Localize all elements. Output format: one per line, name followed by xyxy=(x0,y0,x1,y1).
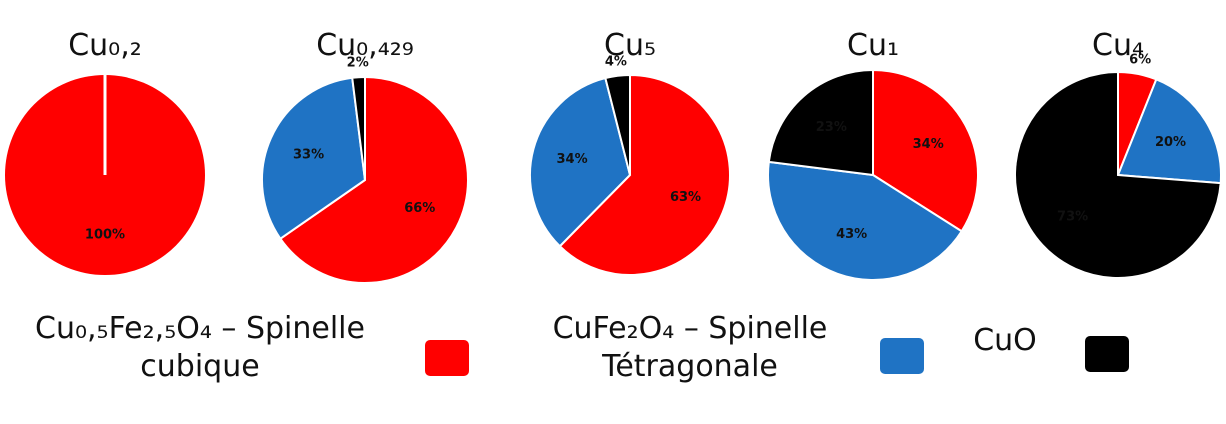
data-label: 34% xyxy=(913,137,944,152)
data-label: 73% xyxy=(1057,209,1088,224)
legend-swatch xyxy=(1085,336,1129,372)
data-label: 33% xyxy=(293,147,324,162)
pie-slice xyxy=(278,75,469,284)
pie-slice xyxy=(767,160,964,281)
pie-slice xyxy=(558,73,731,276)
data-label: 66% xyxy=(404,201,435,216)
legend-label: CuO xyxy=(973,323,1037,358)
chart-title: Cu₄ xyxy=(1092,28,1144,63)
chart-title: Cu₀,₄₂₉ xyxy=(316,28,414,63)
legend-label: CuFe₂O₄ – Spinelle Tétragonale xyxy=(552,311,828,384)
pie-slice xyxy=(767,68,874,177)
data-label: 63% xyxy=(670,190,701,205)
data-label: 2% xyxy=(347,56,369,71)
data-label: 23% xyxy=(816,120,847,135)
pie-slice xyxy=(604,73,631,176)
pie-slice xyxy=(529,76,632,248)
data-label: 6% xyxy=(1129,53,1151,68)
pie-slice xyxy=(351,75,366,181)
data-label: 20% xyxy=(1155,135,1186,150)
chart-title: Cu₁ xyxy=(847,28,899,63)
data-label: 4% xyxy=(605,54,627,69)
pie-slice xyxy=(261,76,367,241)
chart-title: Cu₅ xyxy=(604,28,656,63)
pie-slice xyxy=(1014,70,1222,279)
chart-title: Cu₀,₂ xyxy=(68,28,142,63)
pie-slice xyxy=(1116,78,1223,185)
legend-label: Cu₀,₅Fe₂,₅O₄ – Spinelle cubique xyxy=(35,311,365,384)
legend-swatch xyxy=(880,338,924,374)
data-label: 43% xyxy=(836,227,867,242)
legend-swatch xyxy=(425,340,469,376)
data-label: 34% xyxy=(557,152,588,167)
pie-charts: Cu₀,₂ 100% Cu₀,₄₂₉ 66% 33% 2% Cu₅ 63% 34% 4% Cu₁ 34… xyxy=(5,28,1223,284)
data-label: 100% xyxy=(85,228,125,243)
